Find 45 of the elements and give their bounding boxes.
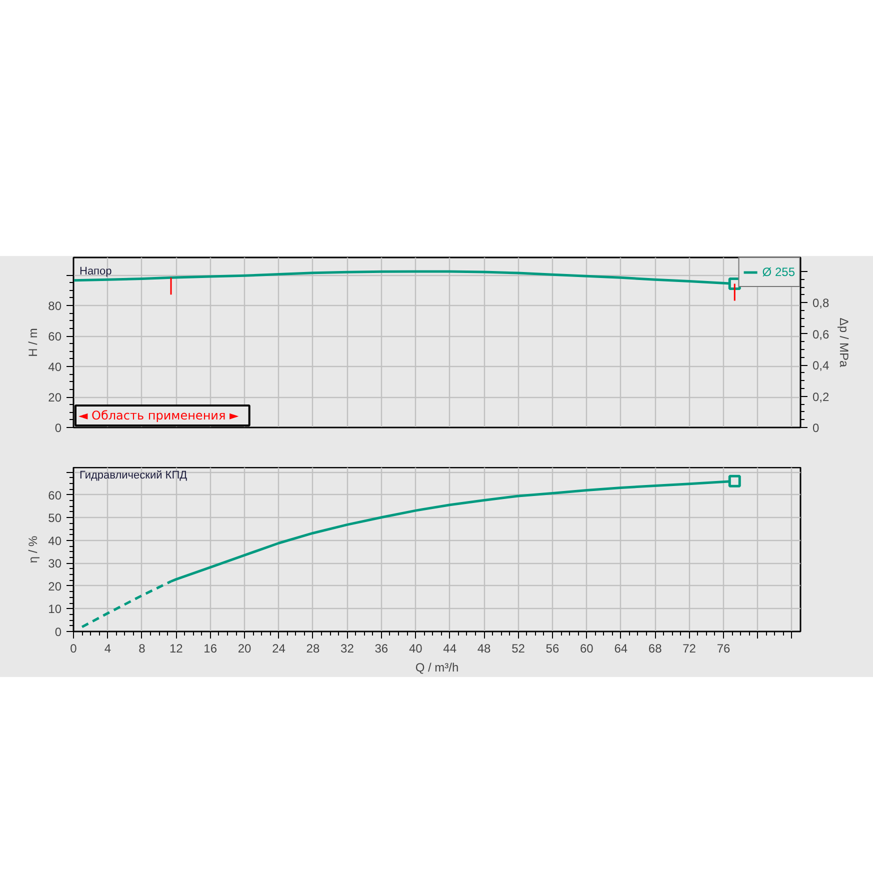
x-tick-label: 56 (546, 642, 560, 656)
y-tick-label: 10 (48, 602, 62, 616)
x-tick-label: 12 (169, 642, 184, 656)
x-tick-label: 28 (306, 642, 320, 656)
x-axis-title: Q / m³/h (415, 660, 459, 674)
legend-label: Ø 255 (762, 265, 795, 279)
y-axis-title: η / % (26, 535, 40, 564)
y-axis-title: H / m (26, 328, 40, 357)
x-tick-label: 60 (580, 642, 594, 656)
x-tick-label: 36 (374, 642, 388, 656)
y-tick-label: 40 (48, 534, 62, 548)
x-tick-label: 20 (238, 642, 252, 656)
x-tick-label: 32 (340, 642, 354, 656)
y-tick-label: 0 (54, 625, 62, 639)
x-tick-label: 4 (104, 642, 112, 656)
annotation: Гидравлический КПД (80, 470, 188, 482)
x-tick-label: 16 (204, 642, 218, 656)
y-tick-label: 40 (48, 360, 62, 374)
x-tick-label: 0 (70, 642, 78, 656)
x-tick-label: 52 (512, 642, 526, 656)
y-tick-label: 80 (48, 299, 62, 314)
x-tick-label: 8 (138, 642, 146, 656)
y2-tick-label: 0,6 (812, 327, 830, 342)
y2-tick-label: 0,2 (812, 390, 830, 404)
y2-axis-title: Δp / MPa (837, 318, 852, 368)
y2-tick-label: 0 (812, 421, 820, 435)
y-tick-label: 60 (48, 330, 62, 344)
y-tick-label: 50 (48, 511, 62, 526)
annotation: Напор (80, 266, 112, 278)
x-tick-label: 76 (716, 642, 731, 656)
x-tick-label: 68 (648, 642, 662, 656)
y2-tick-label: 0,8 (812, 296, 830, 310)
x-tick-label: 48 (477, 642, 492, 656)
x-tick-label: 24 (272, 642, 286, 656)
y-tick-label: 20 (48, 390, 62, 405)
annotation: ◄ Область применения ► (78, 408, 240, 422)
y-tick-label: 30 (48, 556, 62, 571)
y-tick-label: 0 (54, 421, 62, 435)
y-tick-label: 60 (48, 488, 62, 502)
x-tick-label: 44 (443, 642, 457, 656)
x-tick-label: 72 (682, 642, 696, 656)
y2-tick-label: 0,4 (812, 358, 830, 373)
x-tick-label: 40 (408, 642, 423, 656)
x-tick-label: 64 (614, 642, 628, 656)
y-tick-label: 20 (48, 579, 62, 594)
